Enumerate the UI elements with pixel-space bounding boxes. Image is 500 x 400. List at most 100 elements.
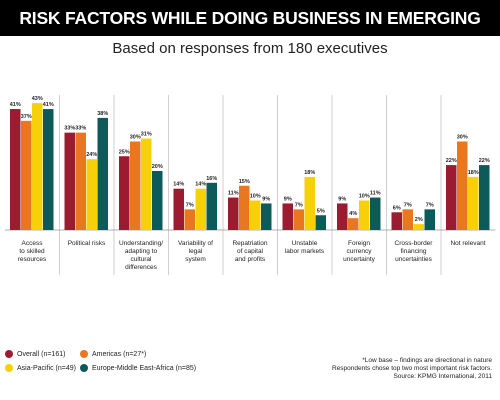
bar xyxy=(152,171,163,230)
bar xyxy=(43,109,54,230)
bar xyxy=(424,209,435,230)
bar xyxy=(141,138,152,230)
bar xyxy=(446,165,457,230)
x-tick-label: Political risks xyxy=(67,240,106,247)
value-label: 41% xyxy=(43,102,54,108)
value-label: 7% xyxy=(404,202,412,208)
legend-item: Asia-Pacific (n=49) xyxy=(5,364,76,372)
value-label: 6% xyxy=(393,205,401,211)
bar xyxy=(468,176,479,230)
value-label: 15% xyxy=(239,179,250,185)
bar xyxy=(304,176,315,230)
bar xyxy=(64,132,75,230)
value-label: 7% xyxy=(426,202,434,208)
bar xyxy=(184,209,195,230)
bar xyxy=(97,117,108,230)
value-label: 30% xyxy=(130,135,141,141)
bar xyxy=(359,200,370,230)
x-tick-label: Not relevant xyxy=(450,240,486,247)
value-label: 22% xyxy=(446,158,457,164)
bar xyxy=(348,218,359,230)
value-label: 18% xyxy=(468,170,479,176)
value-label: 7% xyxy=(295,202,303,208)
legend-label: Europe-Middle East-Africa (n=85) xyxy=(92,364,197,372)
value-label: 18% xyxy=(304,170,315,176)
bar xyxy=(457,141,468,230)
x-tick-label: Unstable labor markets xyxy=(284,240,325,255)
bar xyxy=(337,203,348,230)
value-label: 11% xyxy=(228,191,239,197)
value-label: 11% xyxy=(370,191,381,197)
bar xyxy=(206,182,217,230)
value-label: 7% xyxy=(186,202,194,208)
bar xyxy=(119,156,130,230)
legend-item: Europe-Middle East-Africa (n=85) xyxy=(80,364,196,372)
bar xyxy=(293,209,304,230)
value-label: 20% xyxy=(152,164,163,170)
bar xyxy=(370,197,381,230)
subtitle: Based on responses from 180 executives xyxy=(112,40,388,57)
value-label: 43% xyxy=(32,96,43,102)
bar xyxy=(250,200,261,230)
legend-label: Asia-Pacific (n=49) xyxy=(17,364,76,372)
value-label: 31% xyxy=(141,132,152,138)
value-label: 9% xyxy=(262,196,270,202)
legend-swatch xyxy=(80,350,88,358)
value-label: 14% xyxy=(173,182,184,188)
bar xyxy=(130,141,141,230)
value-label: 25% xyxy=(119,149,130,155)
bar xyxy=(315,215,326,230)
value-label: 24% xyxy=(86,152,97,158)
x-tick-label: Variability of legal system xyxy=(178,240,213,263)
x-tick-label: Foreign currency uncertainty xyxy=(343,240,375,263)
value-label: 5% xyxy=(317,208,325,214)
bar xyxy=(10,109,21,230)
legend-item: Americas (n=27*) xyxy=(80,350,146,358)
bar xyxy=(75,132,86,230)
value-label: 9% xyxy=(284,196,292,202)
value-label: 38% xyxy=(97,111,108,117)
bar xyxy=(195,188,206,230)
x-tick-label: Understanding/ adapting to cultural diff… xyxy=(118,240,164,271)
legend-swatch xyxy=(80,364,88,372)
legend-label: Overall (n=161) xyxy=(17,350,66,358)
bar xyxy=(391,212,402,230)
bar xyxy=(228,197,239,230)
value-label: 10% xyxy=(359,194,370,200)
x-tick-label: Access to skilled resources xyxy=(17,240,47,263)
notes: *Low base – findings are directional in … xyxy=(332,357,492,381)
note: Respondents chose top two most important… xyxy=(331,365,492,372)
value-label: 14% xyxy=(195,182,206,188)
value-label: 9% xyxy=(338,196,346,202)
bar xyxy=(239,185,250,230)
value-label: 4% xyxy=(349,211,357,217)
note: Source: KPMG International, 2011 xyxy=(393,373,492,380)
bar xyxy=(479,165,490,230)
value-label: 33% xyxy=(64,126,75,132)
bar xyxy=(282,203,293,230)
value-label: 37% xyxy=(21,114,32,120)
value-label: 33% xyxy=(75,126,86,132)
bar xyxy=(261,203,272,230)
value-label: 41% xyxy=(10,102,21,108)
value-label: 30% xyxy=(457,135,468,141)
bar xyxy=(86,159,97,230)
legend-swatch xyxy=(5,364,13,372)
note: *Low base – findings are directional in … xyxy=(362,357,492,364)
bar xyxy=(173,188,184,230)
value-label: 2% xyxy=(415,217,423,223)
bar xyxy=(413,224,424,230)
legend-item: Overall (n=161) xyxy=(5,350,65,358)
value-label: 10% xyxy=(250,194,261,200)
value-label: 22% xyxy=(479,158,490,164)
bar xyxy=(402,209,413,230)
x-tick-label: Repatriation of capital and profits xyxy=(232,240,268,263)
legend-swatch xyxy=(5,350,13,358)
bar xyxy=(21,120,32,230)
bar xyxy=(32,103,43,230)
legend-label: Americas (n=27*) xyxy=(92,350,147,358)
x-tick-label: Cross-border financing uncertainties xyxy=(394,240,433,263)
title: RISK FACTORS WHILE DOING BUSINESS IN EME… xyxy=(0,0,500,64)
